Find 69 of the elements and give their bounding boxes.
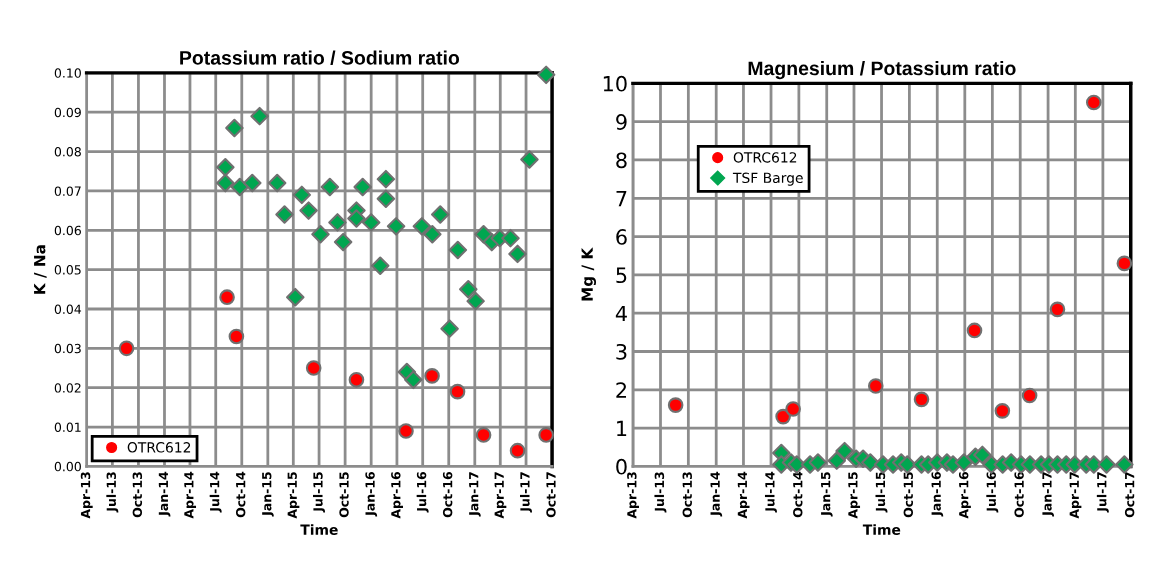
x-tick-label: Jul-15 xyxy=(875,472,888,513)
y-tick-label: 0.07 xyxy=(54,186,81,196)
y-tick-label: 0.04 xyxy=(54,304,82,314)
y-axis-title: Mg / K xyxy=(581,247,597,301)
x-tick-label: Jan-14 xyxy=(158,471,171,517)
y-tick-label: 1 xyxy=(617,420,627,437)
x-tick-label: Jul-14 xyxy=(209,471,222,513)
y-tick-label: 4 xyxy=(615,305,627,322)
y-tick-label: 0.02 xyxy=(54,383,81,393)
x-tick-label: Jan-17 xyxy=(1042,472,1055,517)
y-tick-label: 2 xyxy=(616,382,626,398)
y-tick-label: 7 xyxy=(616,191,627,207)
y-tick-label: 0 xyxy=(616,458,627,475)
x-tick-label: Oct-13 xyxy=(682,472,692,518)
x-tick-label: Oct-15 xyxy=(339,472,349,518)
x-tick-label: Jul-15 xyxy=(313,472,326,513)
y-axis-title: K / Na xyxy=(34,245,47,294)
x-tick-label: Jul-16 xyxy=(986,471,999,513)
x-tick-label: Jul-17 xyxy=(519,472,532,513)
x-tick-label: Jul-13 xyxy=(654,472,667,513)
y-tick-label: 0.05 xyxy=(54,265,81,275)
chart-title: Magnesium / Potassium ratio xyxy=(748,60,1016,80)
y-tick-label: 9 xyxy=(616,114,627,130)
x-tick-label: Apr-14 xyxy=(184,471,197,519)
x-tick-label: Oct-14 xyxy=(235,471,246,518)
x-tick-label: Apr-14 xyxy=(737,471,750,519)
y-tick-label: 8 xyxy=(616,152,627,169)
y-tick-label: 0.01 xyxy=(54,422,81,432)
x-axis-title: Time xyxy=(862,524,901,535)
x-tick-label: Jan-16 xyxy=(931,471,944,517)
x-tick-label: Jul-14 xyxy=(764,471,777,513)
y-tick-label: 0.06 xyxy=(54,225,81,236)
x-tick-label: Oct-16 xyxy=(1014,471,1024,518)
x-tick-label: Oct-13 xyxy=(132,472,143,518)
x-tick-label: Oct-16 xyxy=(442,471,453,518)
x-tick-label: Oct-17 xyxy=(1124,472,1135,518)
y-tick-label: 0.09 xyxy=(54,107,81,118)
legend-label: OTRC612 xyxy=(127,442,191,453)
y-tick-label: 0.00 xyxy=(54,461,81,472)
y-tick-label: 0.10 xyxy=(54,68,81,78)
y-tick-label: 10 xyxy=(603,75,627,92)
x-tick-label: Apr-17 xyxy=(1069,472,1082,519)
x-tick-label: Apr-15 xyxy=(848,472,861,519)
x-tick-label: Oct-17 xyxy=(546,472,556,518)
x-axis-title: Time xyxy=(300,524,338,535)
y-tick-label: 5 xyxy=(616,267,627,284)
y-tick-label: 0.08 xyxy=(54,147,81,157)
x-tick-label: Jul-16 xyxy=(416,471,429,513)
x-tick-label: Apr-16 xyxy=(958,471,971,519)
chart-title: Potassium ratio / Sodium ratio xyxy=(180,50,460,65)
x-tick-label: Oct-15 xyxy=(903,472,914,518)
x-tick-label: Apr-15 xyxy=(287,472,300,519)
x-tick-label: Oct-14 xyxy=(793,471,803,518)
x-tick-label: Jul-17 xyxy=(1096,472,1109,513)
x-tick-label: Apr-17 xyxy=(494,472,507,519)
x-tick-label: Jan-15 xyxy=(821,472,833,517)
x-tick-label: Jan-17 xyxy=(469,472,481,517)
x-tick-label: Apr-16 xyxy=(391,471,403,519)
x-tick-label: Jan-16 xyxy=(365,471,378,517)
legend-label: TSF Barge xyxy=(732,172,803,186)
legend-label: OTRC612 xyxy=(733,152,797,163)
x-tick-label: Jan-15 xyxy=(262,472,274,517)
x-tick-label: Apr-13 xyxy=(627,472,639,519)
y-tick-label: 0.03 xyxy=(54,343,81,354)
y-tick-label: 6 xyxy=(616,229,627,245)
x-tick-label: Jul-13 xyxy=(106,472,119,513)
y-tick-label: 3 xyxy=(616,343,627,360)
x-tick-label: Jan-14 xyxy=(710,471,723,517)
x-tick-label: Apr-13 xyxy=(80,472,93,519)
